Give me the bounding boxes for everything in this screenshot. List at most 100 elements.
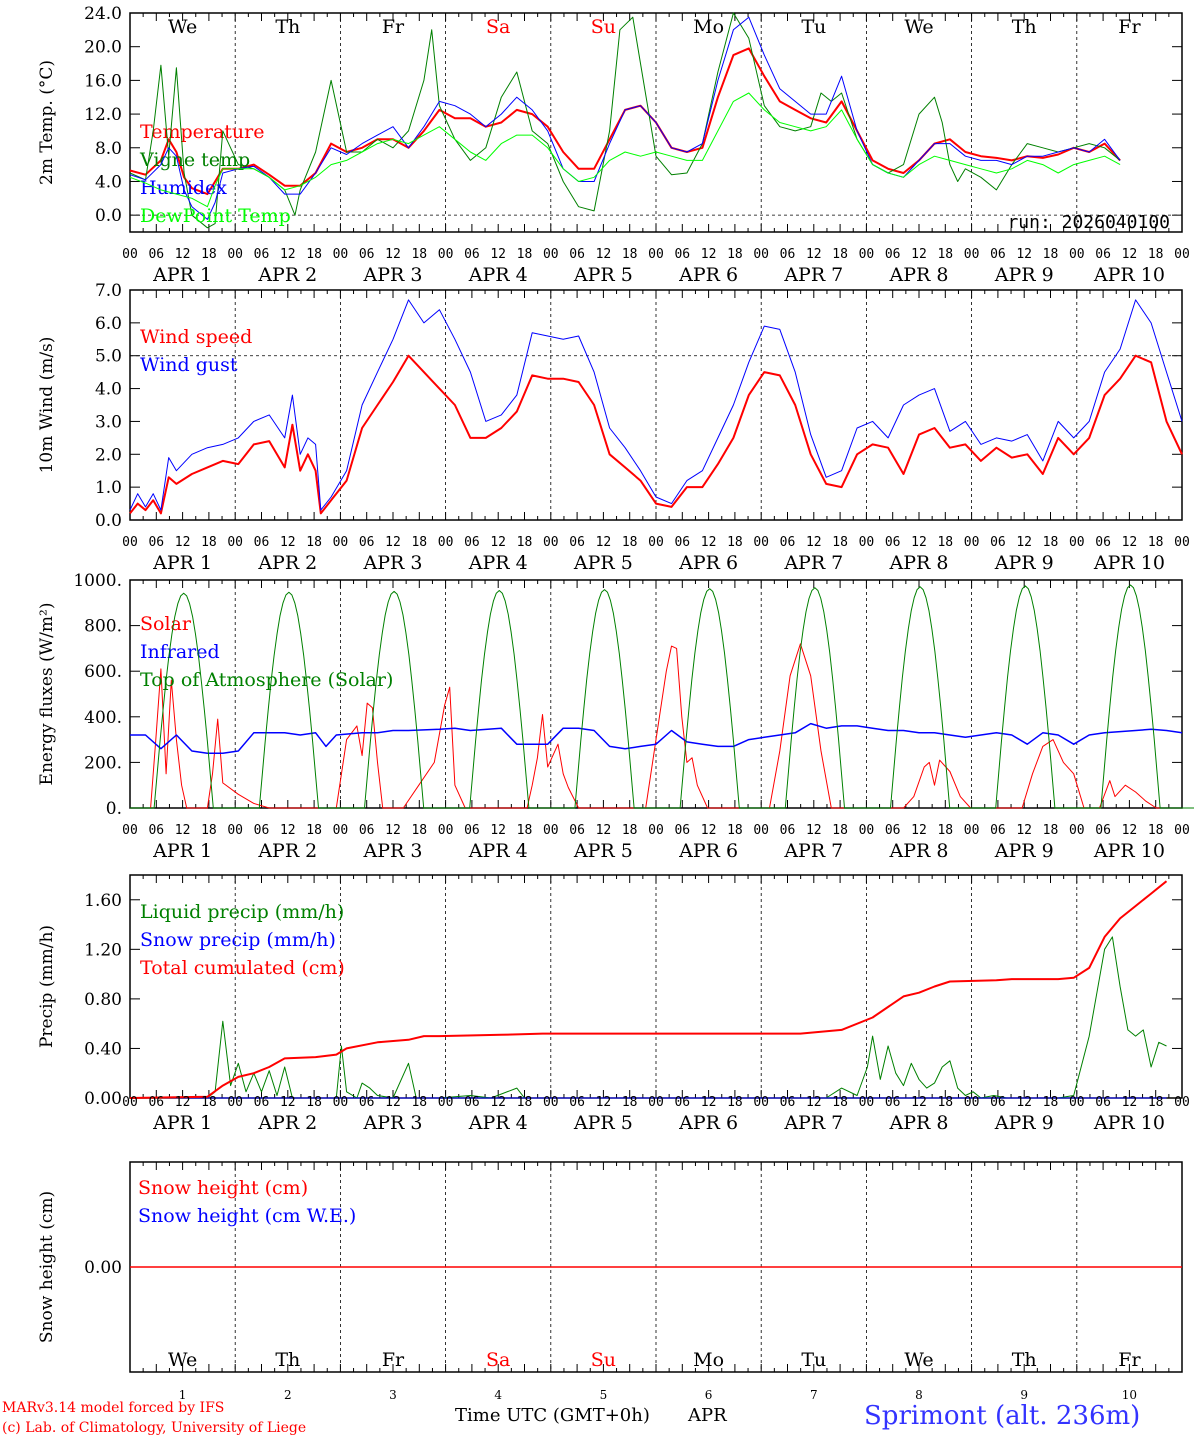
hour-tick-label: 06 bbox=[148, 1095, 164, 1110]
hour-tick-label: 18 bbox=[201, 247, 217, 262]
hour-tick-label: 18 bbox=[517, 247, 533, 262]
date-label: APR 6 bbox=[678, 552, 738, 574]
hour-tick-label: 18 bbox=[1148, 823, 1164, 838]
date-label: APR 8 bbox=[889, 264, 949, 286]
date-label: APR 4 bbox=[468, 264, 528, 286]
hour-tick-label: 12 bbox=[701, 247, 717, 262]
hour-tick-label: 18 bbox=[622, 1095, 638, 1110]
legend-entry: Temperature bbox=[140, 121, 264, 143]
hour-tick-label: 00 bbox=[648, 823, 664, 838]
hour-tick-label: 18 bbox=[201, 823, 217, 838]
hour-tick-label: 12 bbox=[701, 1095, 717, 1110]
legend-entry: Humidex bbox=[140, 177, 227, 199]
hour-tick-label: 12 bbox=[385, 535, 401, 550]
hour-tick-label: 12 bbox=[701, 535, 717, 550]
hour-tick-label: 12 bbox=[175, 535, 191, 550]
series-line-dewpoint-temp bbox=[129, 92, 1121, 208]
hour-tick-label: 06 bbox=[254, 1095, 270, 1110]
hour-tick-label: 06 bbox=[885, 1095, 901, 1110]
y-tick-label: 6.0 bbox=[95, 314, 122, 334]
hour-tick-label: 00 bbox=[1174, 1095, 1190, 1110]
date-label: APR 9 bbox=[994, 552, 1054, 574]
hour-tick-label: 06 bbox=[780, 1095, 796, 1110]
hour-tick-label: 00 bbox=[227, 535, 243, 550]
hour-tick-label: 12 bbox=[1016, 823, 1032, 838]
legend-entry: DewPoint Temp bbox=[140, 205, 291, 227]
weekday-label: We bbox=[168, 16, 197, 38]
hour-tick-label: 00 bbox=[227, 247, 243, 262]
hour-tick-label: 12 bbox=[1122, 823, 1138, 838]
hour-tick-label: 06 bbox=[569, 823, 585, 838]
y-tick-label: 20.0 bbox=[84, 38, 122, 58]
day-number-label: 1 bbox=[179, 1388, 187, 1402]
model-credit: MARv3.14 model forced by IFS bbox=[2, 1400, 225, 1416]
hour-tick-label: 18 bbox=[937, 823, 953, 838]
hour-tick-label: 12 bbox=[1016, 1095, 1032, 1110]
hour-tick-label: 06 bbox=[464, 247, 480, 262]
date-label: APR 7 bbox=[783, 840, 843, 862]
hour-tick-label: 06 bbox=[254, 823, 270, 838]
hour-tick-label: 00 bbox=[543, 823, 559, 838]
y-tick-label: 200. bbox=[84, 753, 122, 773]
weekday-label: Fr bbox=[1118, 16, 1141, 38]
weekday-label: Sa bbox=[486, 16, 510, 38]
hour-tick-label: 06 bbox=[464, 823, 480, 838]
weekday-label: Fr bbox=[382, 1349, 405, 1371]
hour-tick-label: 06 bbox=[254, 247, 270, 262]
date-label: APR 4 bbox=[468, 1112, 528, 1134]
hour-tick-label: 06 bbox=[464, 1095, 480, 1110]
hour-tick-label: 12 bbox=[701, 823, 717, 838]
hour-tick-label: 12 bbox=[490, 1095, 506, 1110]
hour-tick-label: 12 bbox=[911, 823, 927, 838]
day-number-label: 7 bbox=[810, 1388, 818, 1402]
date-label: APR 6 bbox=[678, 840, 738, 862]
hour-tick-label: 00 bbox=[648, 1095, 664, 1110]
weekday-label: Fr bbox=[1118, 1349, 1141, 1371]
y-tick-label: 7.0 bbox=[95, 281, 122, 301]
y-tick-label: 800. bbox=[84, 617, 122, 637]
hour-tick-label: 12 bbox=[1016, 247, 1032, 262]
hour-tick-label: 18 bbox=[306, 1095, 322, 1110]
hour-tick-label: 06 bbox=[885, 535, 901, 550]
date-label: APR 1 bbox=[152, 552, 212, 574]
hour-tick-label: 12 bbox=[385, 1095, 401, 1110]
y-axis-label: Energy fluxes (W/m²) bbox=[37, 603, 57, 786]
y-tick-label: 0.0 bbox=[95, 206, 122, 226]
hour-tick-label: 18 bbox=[727, 1095, 743, 1110]
hour-tick-label: 18 bbox=[727, 247, 743, 262]
weekday-label: Mo bbox=[693, 1349, 724, 1371]
weekday-label: Su bbox=[591, 16, 616, 38]
hour-tick-label: 12 bbox=[1122, 247, 1138, 262]
hour-tick-label: 18 bbox=[832, 1095, 848, 1110]
hour-tick-label: 06 bbox=[569, 535, 585, 550]
hour-tick-label: 18 bbox=[1148, 1095, 1164, 1110]
hour-tick-label: 00 bbox=[438, 535, 454, 550]
date-label: APR 1 bbox=[152, 840, 212, 862]
y-tick-label: 12.0 bbox=[84, 105, 122, 125]
hour-tick-label: 06 bbox=[254, 535, 270, 550]
y-tick-label: 1.60 bbox=[84, 891, 122, 911]
date-label: APR 5 bbox=[573, 264, 633, 286]
copyright-credit: (c) Lab. of Climatology, University of L… bbox=[2, 1420, 307, 1436]
hour-tick-label: 06 bbox=[1095, 247, 1111, 262]
hour-tick-label: 06 bbox=[780, 247, 796, 262]
hour-tick-label: 00 bbox=[964, 535, 980, 550]
hour-tick-label: 06 bbox=[990, 535, 1006, 550]
legend-entry: Solar bbox=[140, 613, 192, 635]
hour-tick-label: 00 bbox=[1174, 823, 1190, 838]
hour-tick-label: 18 bbox=[1043, 1095, 1059, 1110]
run-label: run: 2026040100 bbox=[1007, 212, 1170, 233]
hour-tick-label: 12 bbox=[911, 535, 927, 550]
hour-tick-label: 00 bbox=[859, 535, 875, 550]
hour-tick-label: 00 bbox=[438, 823, 454, 838]
y-axis-label: Snow height (cm) bbox=[37, 1191, 57, 1343]
date-label: APR 2 bbox=[257, 552, 317, 574]
hour-tick-label: 00 bbox=[753, 823, 769, 838]
weekday-label: Tu bbox=[801, 1349, 826, 1371]
y-tick-label: 3.0 bbox=[95, 412, 122, 432]
date-label: APR 5 bbox=[573, 1112, 633, 1134]
hour-tick-label: 06 bbox=[674, 247, 690, 262]
hour-tick-label: 18 bbox=[1043, 247, 1059, 262]
day-number-label: 3 bbox=[389, 1388, 397, 1402]
hour-tick-label: 12 bbox=[1122, 535, 1138, 550]
